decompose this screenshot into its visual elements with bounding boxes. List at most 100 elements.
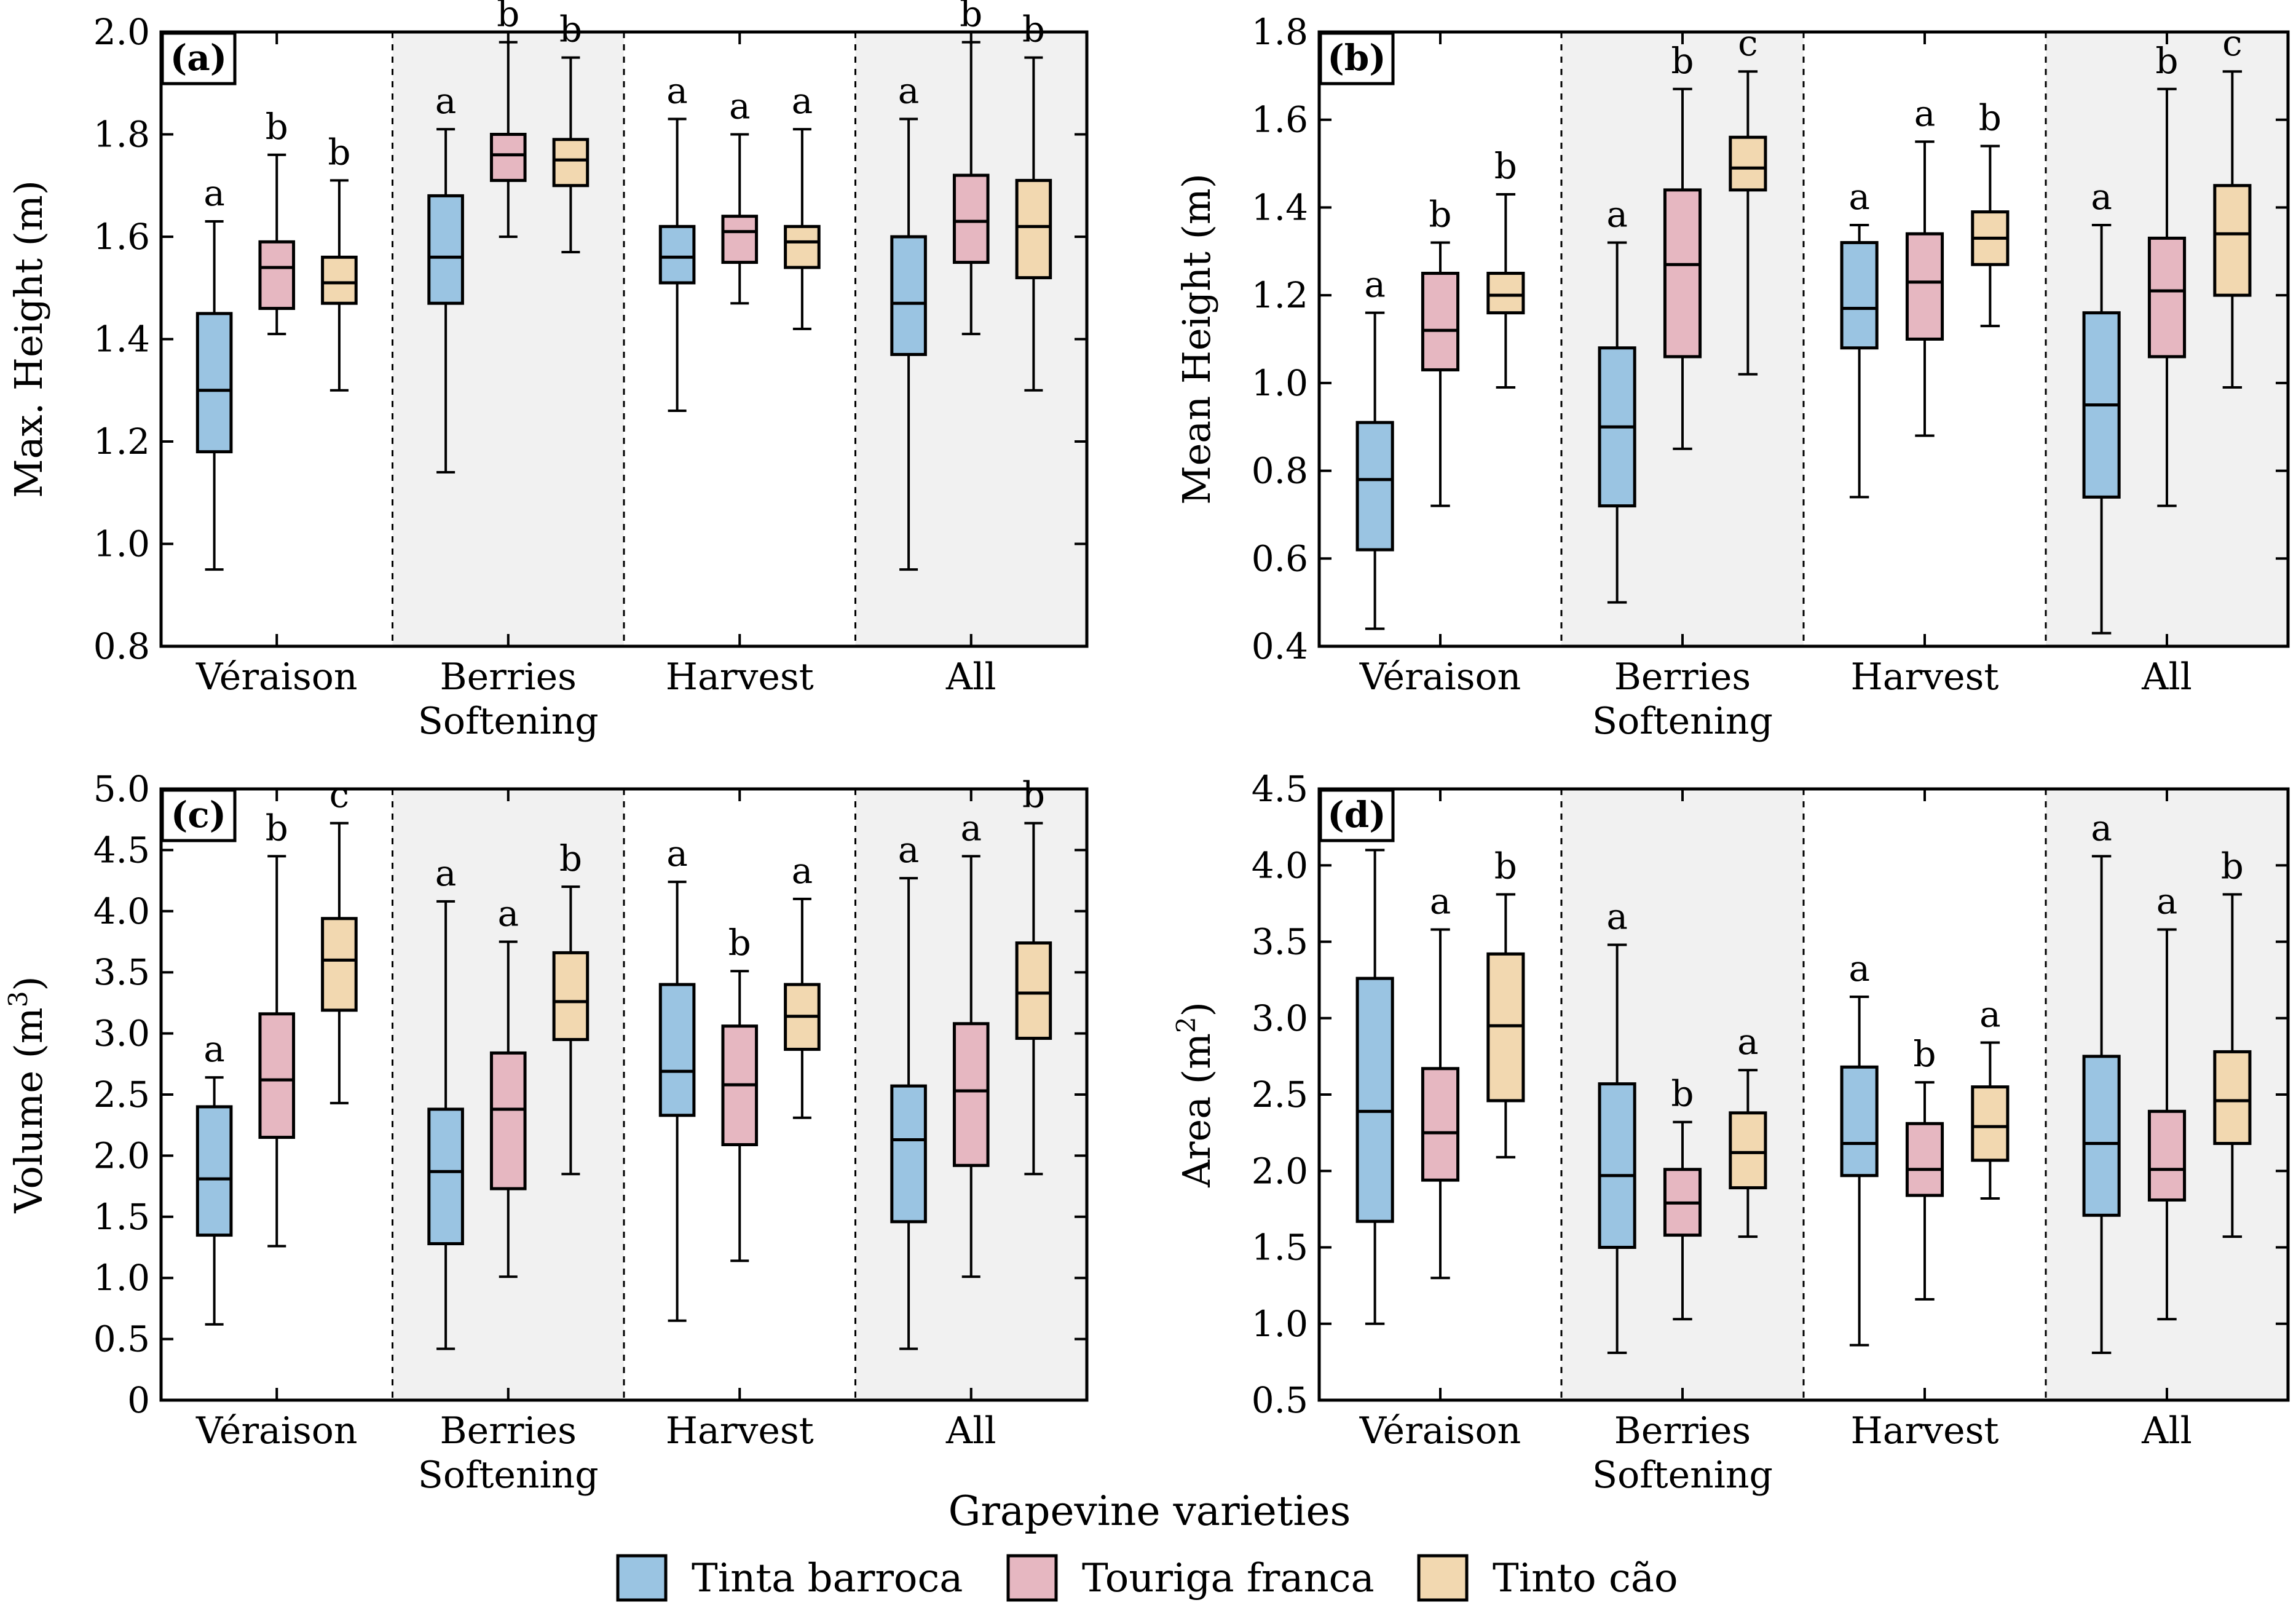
panel-tag-box [1319,31,1395,85]
significance-letter: a [2091,807,2112,849]
y-axis-title: Max. Height (m) [6,180,51,498]
box-iqr [1486,271,1525,315]
plot-frame [159,787,1089,1402]
y-tick-label: 0.6 [1252,537,1308,579]
significance-letter: a [960,807,982,849]
panel-a: 0.8 1.0 1.2 1.4 1.6 1.8 2.0 Véraison BerriesSoft… [6,0,1089,743]
box-iqr [321,255,358,305]
box-iqr [1355,976,1394,1223]
significance-letter: a [666,833,688,874]
box-tinta-barroca-all: a [890,70,927,571]
box-tinta-barroca-veraison: a [1355,801,1394,1325]
significance-letter: a [203,172,225,214]
box-iqr [427,1107,464,1246]
y-tick-label: 2.5 [1252,1074,1308,1115]
significance-letter: a [898,829,920,871]
figure-x-axis-title: Grapevine varieties [949,1487,1351,1535]
x-category-label-all: All [2141,1409,2192,1452]
significance-letter: c [1738,22,1758,64]
box-tinta-barroca-harvest: a [1840,948,1879,1347]
box-tinto-cao-all: b [1015,9,1052,392]
box-iqr [1421,1067,1460,1182]
box-touriga-franca-harvest: b [721,922,759,1262]
y-tick-label: 0.4 [1252,625,1308,667]
x-category-label-berries-softening: Berries [440,655,577,699]
box-touriga-franca-harvest: a [1905,92,1944,437]
y-tick-label: 3.5 [93,951,150,993]
box-tinto-cao-berries-softening: a [1729,1021,1767,1238]
box-touriga-franca-harvest: b [1905,1033,1944,1301]
box-tinta-barroca-harvest: a [658,833,696,1322]
box-iqr [1840,241,1879,350]
significance-letter: a [792,80,813,122]
box-touriga-franca-all: b [952,0,990,336]
panel-tag: (d) [1327,794,1386,836]
box-tinto-cao-all: c [2213,22,2252,389]
y-axis-title: Volume (m3) [3,976,51,1213]
box-iqr [2147,236,2187,358]
y-axis-title: Area (m2) [1171,1002,1219,1188]
box-touriga-franca-berries-softening: b [1663,1073,1702,1321]
x-category-label-veraison: Véraison [1359,655,1521,699]
panel-d: 0.5 1.0 1.5 2.0 2.5 3.0 3.5 4.0 4.5 Véraison Berri… [1171,768,2290,1497]
box-touriga-franca-berries-softening: a [489,893,527,1278]
significance-letter: c [329,774,349,816]
panel-tag-box [160,788,237,842]
box-iqr [658,983,696,1117]
significance-letter: b [1671,1073,1694,1115]
box-iqr [489,1051,527,1190]
x-category-label-veraison: Véraison [195,1409,358,1452]
legend: Tinta barroca Touriga franca Tinto cão [616,1554,1678,1602]
box-iqr [1355,421,1394,552]
x-category-label-all: All [945,655,996,699]
box-touriga-franca-veraison: b [258,106,296,336]
y-tick-label: 2.0 [1252,1150,1308,1192]
box-iqr [258,1012,296,1139]
x-category-label-berries-softening: Berries [1614,1409,1751,1452]
significance-letter: a [1914,92,1936,134]
x-category-label-harvest: Harvest [1850,1409,1998,1452]
box-touriga-franca-all: a [2147,881,2187,1321]
plot-frame [1317,30,2290,648]
significance-letter: a [1848,176,1870,218]
box-tinta-barroca-harvest: a [658,70,696,413]
significance-letter: a [1364,264,1386,306]
plot-frame [1317,787,2290,1402]
legend-swatch-tinto-cao [1417,1554,1469,1602]
significance-letter: a [1606,895,1628,937]
y-tick-label: 1.2 [93,421,150,462]
y-tick-label: 1.5 [1252,1227,1308,1269]
x-category-label-berries-softening: Berries [1614,655,1751,699]
box-tinto-cao-berries-softening: b [552,838,590,1176]
box-tinto-cao-berries-softening: b [552,9,590,253]
y-tick-label: 0.5 [93,1318,150,1360]
panel-tag-box [1319,788,1395,842]
box-tinto-cao-harvest: a [784,80,821,330]
box-tinto-cao-harvest: b [1971,97,2010,328]
significance-letter: b [728,922,751,964]
box-tinta-barroca-veraison: a [1355,264,1394,630]
significance-letter: a [435,852,457,894]
box-iqr [1729,135,1767,192]
box-tinto-cao-berries-softening: c [1729,22,1767,376]
box-iqr [552,951,590,1042]
y-tick-label: 1.2 [1252,274,1308,316]
box-tinta-barroca-berries-softening: a [427,80,464,473]
significance-letter: b [497,0,519,35]
box-tinto-cao-veraison: b [1486,845,1525,1158]
significance-letter: a [729,85,751,127]
panel-c: 0 0.5 1.0 1.5 2.0 2.5 3.0 3.5 4.0 4.5 5.0 Véraison B… [3,768,1089,1497]
y-tick-label: 1.0 [1252,1303,1308,1345]
y-tick-label: 1.5 [93,1196,150,1238]
plot-frame [159,30,1089,648]
significance-letter: a [2091,176,2112,218]
significance-letter: a [792,850,813,892]
significance-letter: a [1848,948,1870,989]
y-tick-label: 1.8 [1252,11,1308,53]
y-tick-label: 1.0 [93,523,150,565]
box-tinta-barroca-berries-softening: a [1598,194,1636,604]
significance-letter: b [266,807,288,849]
box-touriga-franca-berries-softening: b [1663,40,1702,450]
box-touriga-franca-veraison: a [1421,881,1460,1280]
